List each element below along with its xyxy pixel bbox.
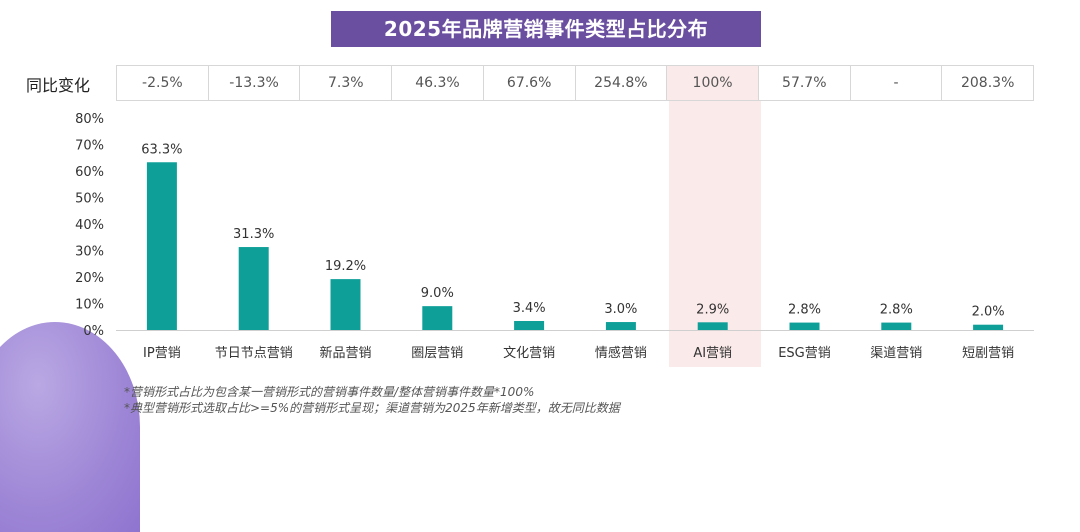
x-tick-label: IP营销 xyxy=(143,346,181,361)
data-label: 31.3% xyxy=(233,227,274,242)
x-tick-label: 短剧营销 xyxy=(962,346,1014,361)
yoy-cell: 67.6% xyxy=(482,65,576,101)
yoy-cell-highlighted: 100% xyxy=(666,65,759,101)
yoy-label: 同比变化 xyxy=(26,76,91,95)
bar xyxy=(605,322,636,330)
yoy-row: -2.5% -13.3% 7.3% 46.3% 67.6% 254.8% 100… xyxy=(116,65,1035,101)
bar xyxy=(238,247,269,330)
x-tick-label: AI营销 xyxy=(693,346,732,361)
y-tick-label: 0% xyxy=(83,324,104,339)
y-tick-label: 10% xyxy=(75,298,104,313)
data-label: 9.0% xyxy=(421,286,454,301)
bar xyxy=(146,162,177,330)
yoy-cell: 208.3% xyxy=(941,65,1035,101)
x-tick-label: 新品营销 xyxy=(319,345,371,361)
x-tick-label: 节日节点营销 xyxy=(215,346,293,361)
bar xyxy=(422,306,453,330)
bar xyxy=(789,322,820,330)
yoy-cell: 46.3% xyxy=(391,65,484,101)
y-tick-label: 50% xyxy=(75,192,104,207)
x-tick-label: ESG营销 xyxy=(778,346,831,361)
yoy-cell: 254.8% xyxy=(574,65,668,101)
y-tick-label: 30% xyxy=(75,245,104,260)
yoy-cell: -2.5% xyxy=(116,65,209,101)
yoy-cell: 7.3% xyxy=(299,65,393,101)
y-tick-label: 80% xyxy=(75,112,104,127)
data-label: 63.3% xyxy=(141,142,182,157)
yoy-cell: -13.3% xyxy=(207,65,301,101)
y-tick-label: 40% xyxy=(75,218,104,233)
data-label: 19.2% xyxy=(325,259,366,274)
y-tick-label: 60% xyxy=(75,165,104,180)
bar xyxy=(330,279,361,330)
data-label: 2.0% xyxy=(972,305,1005,320)
data-label: 3.0% xyxy=(604,302,637,317)
x-tick-label: 情感营销 xyxy=(595,345,647,361)
y-tick-label: 20% xyxy=(75,271,104,286)
footnote: *营销形式占比为包含某一营销形式的营销事件数量/整体营销事件数量*100% xyxy=(124,385,535,399)
data-label: 2.8% xyxy=(788,303,821,318)
bar xyxy=(514,320,545,330)
bar-chart: 0% 10% 20% 30% 40% 50% 60% 70% 80% 63.3% IP营销 31.3%… xyxy=(75,112,1034,361)
bar xyxy=(697,322,728,330)
x-tick-label: 圈层营销 xyxy=(411,346,463,361)
y-tick-label: 70% xyxy=(75,139,104,154)
footnote: *典型营销形式选取占比>=5%的营销形式呈现；渠道营销为2025年新增类型，故无… xyxy=(124,401,620,415)
yoy-cell: 57.7% xyxy=(757,65,851,101)
x-tick-label: 文化营销 xyxy=(503,346,555,361)
x-tick-label: 渠道营销 xyxy=(870,346,922,361)
data-label: 3.4% xyxy=(513,301,546,316)
bar xyxy=(973,324,1004,330)
data-label: 2.8% xyxy=(880,303,913,318)
bar xyxy=(881,322,912,330)
chart-title: 2025年品牌营销事件类型占比分布 xyxy=(331,11,761,47)
yoy-cell: - xyxy=(849,65,943,101)
data-label: 2.9% xyxy=(696,302,729,317)
